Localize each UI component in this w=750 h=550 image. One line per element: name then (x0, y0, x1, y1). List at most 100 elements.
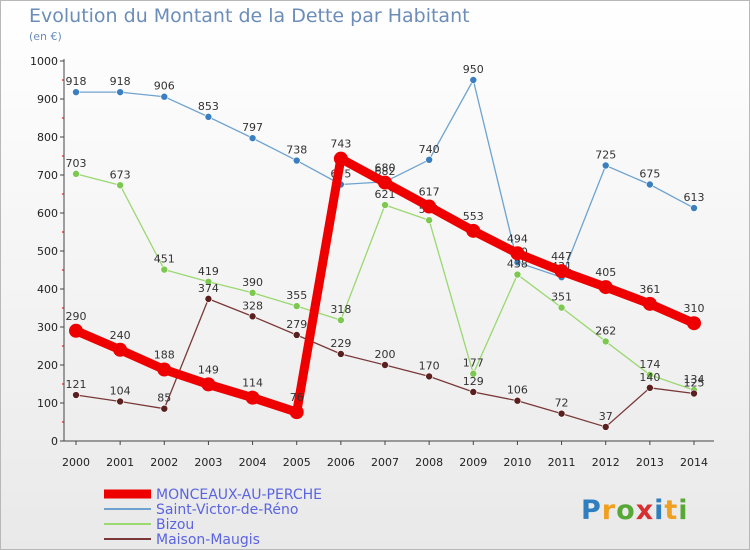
data-point (557, 409, 566, 418)
data-point (201, 377, 216, 392)
data-point (116, 397, 124, 406)
data-point (337, 316, 345, 324)
data-point (513, 270, 522, 279)
x-tick-label: 2009 (459, 456, 487, 469)
x-tick-label: 2007 (371, 456, 399, 469)
data-label: 170 (419, 359, 440, 372)
data-label: 262 (595, 324, 616, 337)
series-MONCEAUX-AU-PERCHE: 290 240 188 149 114 76 743 680 617 553 494 447 405 36… (66, 138, 705, 420)
legend-item: Maison-Maugis (104, 532, 260, 548)
data-point (381, 201, 389, 209)
data-label: 149 (198, 363, 219, 376)
data-point (160, 92, 169, 101)
x-tick-label: 2012 (592, 456, 620, 469)
data-label: 682 (375, 165, 396, 178)
data-label: 447 (551, 250, 572, 263)
data-label: 906 (154, 80, 175, 93)
data-label: 240 (110, 329, 131, 342)
data-label: 290 (66, 310, 87, 323)
data-point (646, 371, 654, 379)
data-point (292, 302, 301, 310)
data-point (248, 288, 257, 297)
data-label: 740 (419, 143, 440, 156)
data-label: 725 (595, 149, 616, 162)
legend-item: Saint-Victor-de-Réno (104, 502, 298, 518)
data-label: 229 (330, 337, 351, 350)
data-label: 76 (290, 391, 304, 404)
data-point (204, 295, 213, 303)
data-point (116, 88, 124, 96)
data-point (72, 88, 80, 96)
data-label: 114 (242, 377, 263, 390)
data-point (642, 296, 657, 311)
data-point (510, 246, 525, 261)
series-Bizou: 7036734514193903553186215811774383512621… (66, 157, 705, 394)
legend-item: Bizou (104, 517, 194, 533)
data-label: 673 (110, 168, 131, 181)
y-tick-label: 800 (37, 131, 58, 144)
x-tick-label: 2010 (503, 456, 531, 469)
data-point (160, 404, 169, 413)
x-tick-label: 2006 (327, 456, 355, 469)
data-label: 355 (286, 289, 307, 302)
legend-label: MONCEAUX-AU-PERCHE (156, 487, 322, 503)
data-point (337, 350, 345, 358)
data-label: 738 (286, 144, 307, 157)
data-point (469, 369, 478, 378)
legend-label: Maison-Maugis (156, 532, 260, 548)
data-label: 351 (551, 291, 572, 304)
data-point (646, 180, 654, 189)
data-point (245, 390, 260, 405)
data-point (425, 156, 433, 164)
data-point (289, 405, 304, 420)
data-label: 328 (242, 299, 263, 312)
data-label: 680 (375, 162, 396, 175)
y-tick-label: 700 (37, 169, 58, 182)
data-point (425, 372, 433, 381)
data-point (687, 316, 701, 331)
data-point (646, 383, 654, 392)
data-label: 950 (463, 63, 484, 76)
data-label: 129 (463, 375, 484, 388)
data-label: 200 (375, 348, 396, 361)
data-point (248, 312, 257, 321)
data-label: 853 (198, 100, 219, 113)
data-point (466, 223, 481, 238)
data-label: 106 (507, 384, 528, 397)
x-tick-label: 2005 (283, 456, 311, 469)
y-tick-label: 0 (51, 435, 58, 448)
y-tick-label: 900 (37, 93, 58, 106)
data-point (601, 337, 610, 346)
data-point (601, 161, 610, 170)
data-label: 390 (242, 276, 263, 289)
data-label: 279 (286, 318, 307, 331)
data-point (292, 156, 301, 165)
data-label: 374 (198, 282, 219, 295)
data-point (116, 181, 124, 190)
data-point (333, 151, 348, 166)
data-label: 419 (198, 265, 219, 278)
x-tick-label: 2003 (194, 456, 222, 469)
data-point (292, 331, 301, 339)
x-tick-label: 2014 (680, 456, 708, 469)
data-label: 310 (684, 302, 705, 315)
data-label: 174 (639, 358, 660, 371)
x-tick-label: 2004 (239, 456, 267, 469)
x-tick-label: 2002 (150, 456, 178, 469)
data-label: 177 (463, 357, 484, 370)
legend-label: Bizou (156, 517, 194, 533)
data-point (381, 361, 389, 369)
data-point (160, 265, 169, 274)
data-point (598, 280, 613, 295)
data-label: 553 (463, 210, 484, 223)
data-point (72, 170, 80, 178)
data-point (378, 175, 392, 190)
data-label: 405 (595, 266, 616, 279)
y-tick-label: 1000 (30, 55, 58, 68)
data-point (422, 199, 437, 214)
data-point (204, 113, 213, 121)
x-tick-label: 2011 (548, 456, 576, 469)
data-label: 188 (154, 349, 175, 362)
